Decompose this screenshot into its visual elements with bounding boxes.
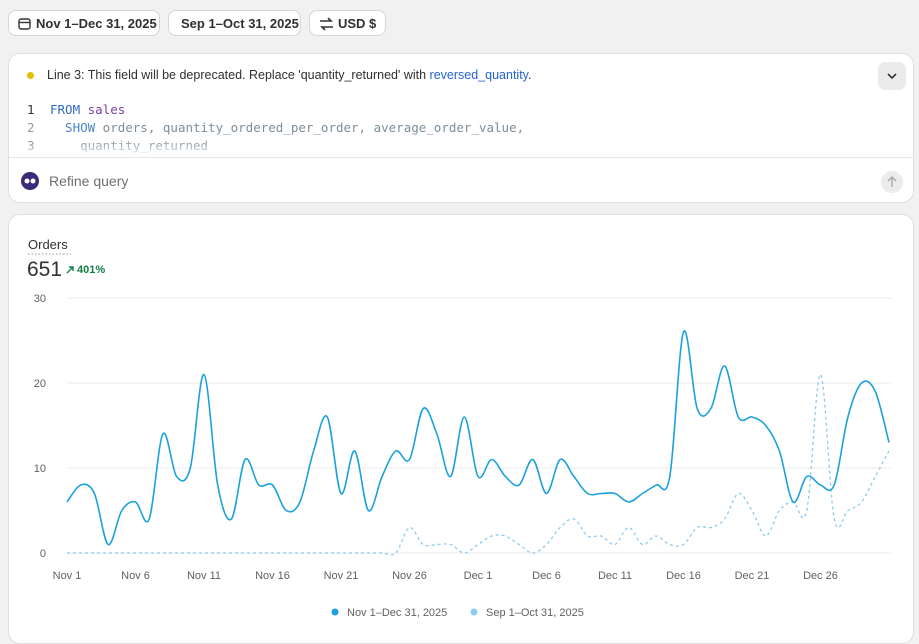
line-number: 1: [27, 102, 35, 117]
assistant-icon: [21, 172, 39, 190]
query-editor: Line 3: This field will be deprecated. R…: [8, 53, 914, 203]
x-tick-label: Nov 6: [121, 570, 150, 582]
x-tick-label: Dec 6: [532, 570, 561, 582]
legend-label: Sep 1–Oct 31, 2025: [486, 607, 584, 619]
x-tick-label: Nov 16: [255, 570, 290, 582]
x-tick-label: Nov 1: [53, 570, 82, 582]
button-label: Nov 1–Dec 31, 2025: [36, 16, 157, 31]
x-tick-label: Dec 21: [735, 570, 770, 582]
total: 651: [27, 258, 62, 281]
code-line: SHOW orders, quantity_ordered_per_order,…: [50, 120, 524, 135]
warning-text: Line 3: This field will be deprecated. R…: [47, 68, 430, 82]
refine-input[interactable]: Refine query: [49, 173, 129, 189]
code-token: sales: [80, 102, 126, 117]
x-tick-label: Dec 11: [598, 570, 632, 582]
series-line: [66, 330, 890, 546]
collapse-button[interactable]: [878, 62, 906, 90]
legend-swatch: [470, 608, 478, 616]
y-tick-label: 30: [34, 293, 46, 305]
code-token: SHOW: [50, 120, 96, 135]
legend-swatch: [331, 608, 339, 616]
y-tick-label: 10: [34, 463, 46, 475]
divider: [9, 157, 913, 158]
up-arrow: [66, 266, 74, 274]
legend-label: Nov 1–Dec 31, 2025: [347, 607, 447, 619]
button-label: USD $: [338, 16, 377, 31]
warning-text: .: [527, 68, 532, 82]
code-token: FROM: [50, 102, 81, 117]
code-token: orders, quantity_ordered_per_order, aver…: [95, 120, 525, 135]
x-tick-label: Nov 21: [324, 570, 359, 582]
compare-button[interactable]: Sep 1–Oct 31, 2025: [168, 10, 301, 36]
button-label: Sep 1–Oct 31, 2025: [181, 16, 299, 31]
chevron-icon: [887, 73, 897, 80]
warning-dot: [27, 72, 34, 79]
code-line: FROM sales: [50, 102, 125, 117]
x-tick-label: Nov 11: [187, 570, 221, 582]
change: 401%: [77, 264, 105, 276]
y-tick-label: 20: [34, 378, 46, 390]
line-number: 2: [27, 120, 35, 135]
x-tick-label: Dec 1: [464, 570, 493, 582]
x-tick-label: Dec 16: [666, 570, 701, 582]
x-tick-label: Dec 26: [803, 570, 838, 582]
calendar-icon: [18, 18, 31, 30]
send-button[interactable]: [880, 170, 904, 194]
chart-title: Orders: [28, 237, 68, 252]
warning: Line 3: This field will be deprecated. R…: [47, 68, 531, 82]
swap-icon: [320, 17, 333, 31]
x-tick-label: Nov 26: [392, 570, 427, 582]
date-range-button[interactable]: Nov 1–Dec 31, 2025: [8, 10, 160, 36]
warning-link[interactable]: reversed_quantity: [429, 68, 528, 82]
currency-button[interactable]: USD $: [309, 10, 386, 36]
fade: [9, 144, 913, 158]
y-tick-label: 0: [40, 548, 46, 560]
